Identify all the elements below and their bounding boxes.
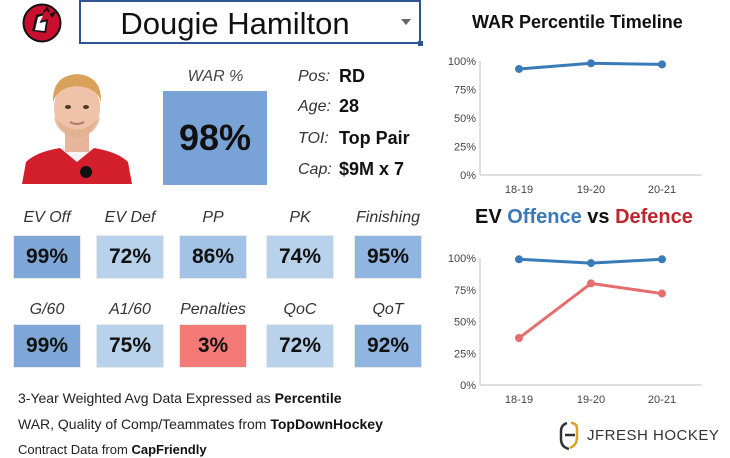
chart-title-ev: EV Offence vs Defence bbox=[475, 206, 693, 229]
stat-label-finishing: Finishing bbox=[355, 209, 421, 226]
stat-label-ev-off: EV Off bbox=[23, 209, 71, 226]
y-tick-label: 100% bbox=[448, 253, 476, 265]
stat-box-a160: 75% bbox=[96, 324, 164, 368]
footnote-text: Contract Data from bbox=[18, 442, 128, 457]
stat-box-pk: 74% bbox=[266, 235, 334, 279]
ev-offence-defence-chart: 0% 25% 50% 75% 100% 18-19 19-20 20-21 bbox=[448, 253, 702, 406]
chart-title-defence: Defence bbox=[615, 206, 693, 228]
info-value-age: 28 bbox=[339, 96, 360, 116]
data-point-offence bbox=[515, 255, 523, 264]
info-value-cap: $9M x 7 bbox=[339, 159, 405, 179]
data-point-war bbox=[515, 64, 523, 73]
stat-label-a160: A1/60 bbox=[109, 301, 151, 318]
data-point-war bbox=[587, 59, 595, 68]
y-tick-label: 100% bbox=[448, 56, 476, 68]
stat-label-qot: QoT bbox=[372, 301, 404, 318]
x-tick-label: 19-20 bbox=[577, 394, 605, 406]
info-label-cap: Cap: bbox=[298, 161, 332, 178]
selection-handle[interactable] bbox=[418, 41, 423, 46]
chart-title-vs: vs bbox=[581, 206, 616, 228]
y-tick-label: 0% bbox=[460, 380, 476, 392]
team-logo-icon bbox=[22, 3, 62, 43]
war-timeline-chart: 0% 25% 50% 75% 100% 18-19 19-20 20-21 bbox=[448, 56, 702, 196]
x-tick-label: 20-21 bbox=[648, 184, 676, 196]
y-tick-label: 75% bbox=[454, 85, 476, 97]
stat-label-g60: G/60 bbox=[29, 301, 65, 318]
x-tick-label: 18-19 bbox=[505, 394, 533, 406]
player-select-dropdown[interactable]: Dougie Hamilton bbox=[79, 0, 423, 46]
stat-box-qot: 92% bbox=[354, 324, 422, 368]
brand-name: JFRESH HOCKEY bbox=[587, 427, 720, 444]
footnote-contract: Contract Data from CapFriendly bbox=[18, 442, 207, 457]
info-value-pos: RD bbox=[339, 66, 365, 86]
chart-title-ev-prefix: EV bbox=[475, 206, 508, 228]
footnote-bold: CapFriendly bbox=[131, 442, 207, 457]
stat-box-penalties: 3% bbox=[179, 324, 247, 368]
stat-box-finishing: 95% bbox=[354, 235, 422, 279]
stat-box-g60: 99% bbox=[13, 324, 81, 368]
y-tick-label: 50% bbox=[454, 317, 476, 329]
stat-box-qoc: 72% bbox=[266, 324, 334, 368]
player-name: Dougie Hamilton bbox=[120, 6, 350, 41]
war-value-box: 98% bbox=[163, 91, 267, 185]
chart-title-war-timeline: WAR Percentile Timeline bbox=[472, 12, 683, 32]
chevron-down-icon[interactable] bbox=[401, 19, 411, 25]
data-point-defence bbox=[515, 334, 523, 343]
stat-label-penalties: Penalties bbox=[180, 301, 246, 318]
footnote-text: 3-Year Weighted Avg Data Expressed as bbox=[18, 390, 271, 406]
info-label-age: Age: bbox=[298, 98, 331, 115]
series-line-defence bbox=[518, 281, 663, 340]
data-point-defence bbox=[658, 289, 666, 298]
data-point-offence bbox=[658, 255, 666, 264]
footnote-bold: Percentile bbox=[274, 390, 342, 406]
stat-label-qoc: QoC bbox=[283, 301, 317, 318]
brand-logo: JFRESH HOCKEY bbox=[557, 421, 720, 451]
y-tick-label: 25% bbox=[454, 142, 476, 154]
info-label-pos: Pos: bbox=[298, 68, 331, 85]
y-tick-label: 0% bbox=[460, 170, 476, 182]
x-tick-label: 19-20 bbox=[577, 184, 605, 196]
footnote-source: WAR, Quality of Comp/Teammates from TopD… bbox=[18, 416, 383, 432]
chart-title-offence: Offence bbox=[507, 206, 582, 228]
x-tick-label: 20-21 bbox=[648, 394, 676, 406]
stat-box-ev-off: 99% bbox=[13, 235, 81, 279]
data-point-offence bbox=[587, 259, 595, 268]
footnote-bold: TopDownHockey bbox=[270, 416, 383, 432]
war-label: WAR % bbox=[187, 68, 244, 85]
stat-box-pp: 86% bbox=[179, 235, 247, 279]
x-tick-label: 18-19 bbox=[505, 184, 533, 196]
info-value-toi: Top Pair bbox=[339, 128, 410, 148]
player-headshot bbox=[16, 62, 138, 184]
info-label-toi: TOI: bbox=[298, 130, 329, 147]
stat-box-ev-def: 72% bbox=[96, 235, 164, 279]
data-point-defence bbox=[587, 279, 595, 288]
y-tick-label: 50% bbox=[454, 113, 476, 125]
stat-label-pk: PK bbox=[289, 209, 311, 226]
y-tick-label: 75% bbox=[454, 285, 476, 297]
stat-label-pp: PP bbox=[202, 209, 224, 226]
stat-label-ev-def: EV Def bbox=[104, 209, 156, 226]
brand-icon bbox=[559, 421, 579, 451]
data-point-war bbox=[658, 60, 666, 69]
footnote-text: WAR, Quality of Comp/Teammates from bbox=[18, 416, 267, 432]
y-tick-label: 25% bbox=[454, 348, 476, 360]
footnote-percentile: 3-Year Weighted Avg Data Expressed as Pe… bbox=[18, 390, 342, 406]
